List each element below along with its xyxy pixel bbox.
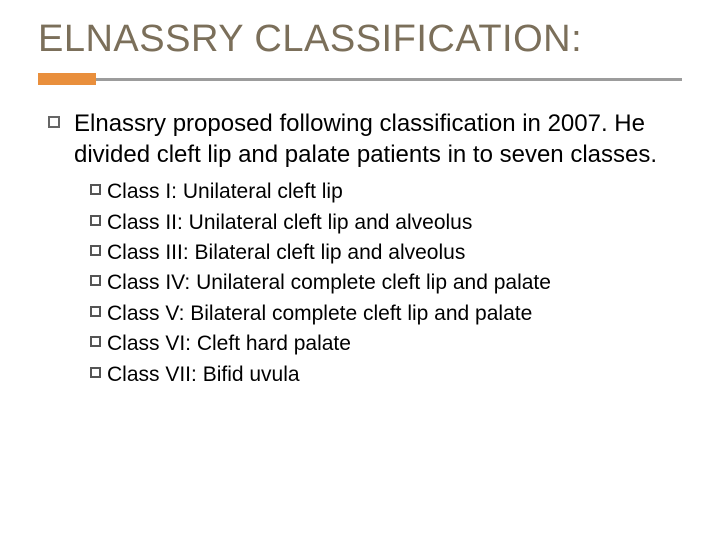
square-bullet-icon (90, 306, 101, 317)
list-item: Class IV: Unilateral complete cleft lip … (90, 269, 682, 297)
body: Elnassry proposed following classificati… (38, 109, 682, 389)
list-item-text: Class VII: Bifid uvula (107, 361, 300, 389)
list-item-text: Class V: Bilateral complete cleft lip an… (107, 300, 532, 328)
list-item: Class II: Unilateral cleft lip and alveo… (90, 209, 682, 237)
accent-bar (38, 73, 96, 85)
square-bullet-icon (90, 275, 101, 286)
lead-paragraph: Elnassry proposed following classificati… (48, 109, 682, 170)
list-item: Class I: Unilateral cleft lip (90, 178, 682, 206)
list-item: Class VII: Bifid uvula (90, 361, 682, 389)
list-item-text: Class III: Bilateral cleft lip and alveo… (107, 239, 465, 267)
list-item-text: Class VI: Cleft hard palate (107, 330, 351, 358)
slide: ELNASSRY CLASSIFICATION: Elnassry propos… (0, 0, 720, 540)
list-item: Class III: Bilateral cleft lip and alveo… (90, 239, 682, 267)
square-bullet-icon (90, 184, 101, 195)
class-list: Class I: Unilateral cleft lip Class II: … (90, 178, 682, 388)
list-item-text: Class IV: Unilateral complete cleft lip … (107, 269, 551, 297)
title-rule (38, 73, 682, 85)
list-item: Class V: Bilateral complete cleft lip an… (90, 300, 682, 328)
list-item-text: Class II: Unilateral cleft lip and alveo… (107, 209, 472, 237)
square-bullet-icon (90, 215, 101, 226)
square-bullet-icon (90, 367, 101, 378)
list-item: Class VI: Cleft hard palate (90, 330, 682, 358)
horizontal-rule (38, 78, 682, 81)
page-title: ELNASSRY CLASSIFICATION: (38, 18, 682, 61)
square-bullet-icon (90, 245, 101, 256)
lead-text: Elnassry proposed following classificati… (74, 109, 682, 170)
square-bullet-icon (48, 116, 60, 128)
list-item-text: Class I: Unilateral cleft lip (107, 178, 343, 206)
square-bullet-icon (90, 336, 101, 347)
